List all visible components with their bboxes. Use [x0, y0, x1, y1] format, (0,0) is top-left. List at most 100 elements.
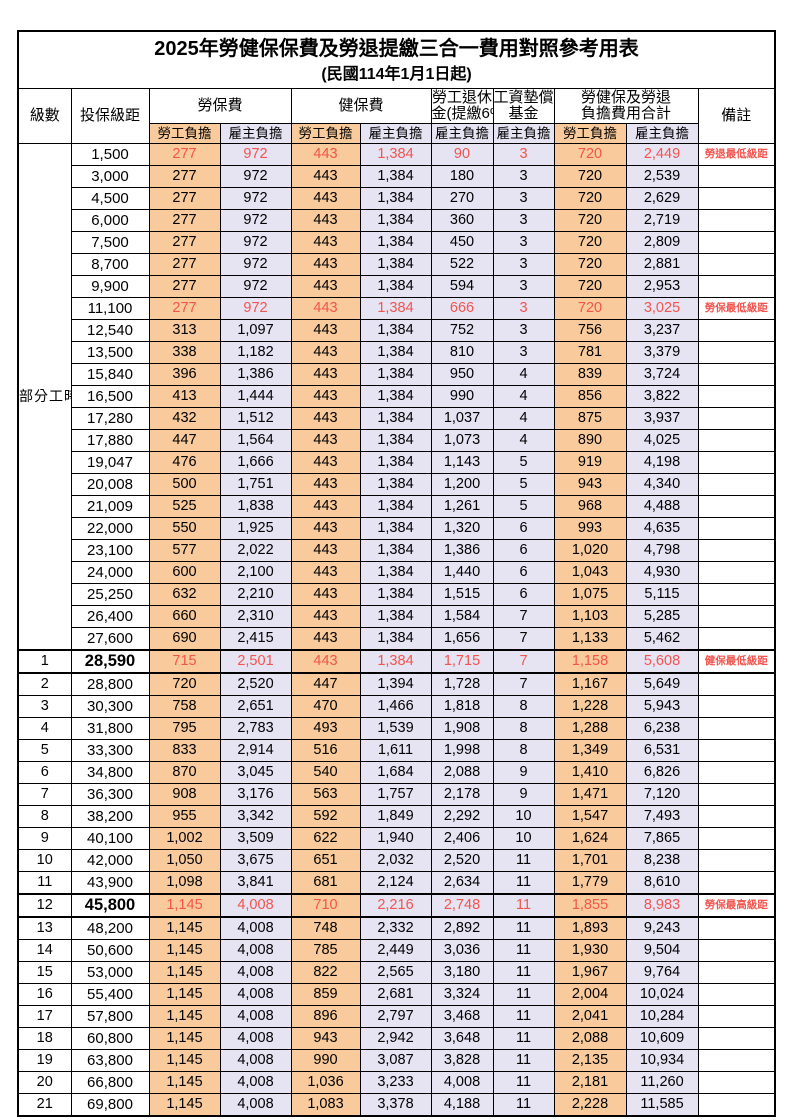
- total-employer-cell: 8,983: [625, 893, 699, 918]
- health-insurance-employer-cell: 1,384: [359, 143, 432, 166]
- table-row: 18 60,800 1,145 4,008 943 2,942 3,648 11…: [17, 1027, 776, 1050]
- table-row: 20 66,800 1,145 4,008 1,036 3,233 4,008 …: [17, 1071, 776, 1094]
- total-employee-cell: 968: [553, 495, 627, 518]
- health-insurance-employer-cell: 1,940: [359, 827, 432, 850]
- pension-employer-cell: 1,320: [430, 517, 494, 540]
- health-insurance-employer-cell: 1,384: [359, 495, 432, 518]
- bracket-cell: 22,000: [70, 517, 150, 540]
- pension-employer-cell: 1,200: [430, 473, 494, 496]
- labor-insurance-employee-cell: 1,145: [148, 893, 221, 918]
- remark-cell: [697, 761, 776, 784]
- labor-insurance-employer-cell: 972: [219, 253, 292, 276]
- health-insurance-employee-cell: 1,083: [290, 1093, 361, 1117]
- remark-cell: [697, 451, 776, 474]
- health-insurance-employer-cell: 1,384: [359, 407, 432, 430]
- wage-fund-employer-cell: 3: [492, 319, 555, 342]
- wage-fund-employer-cell: 7: [492, 627, 555, 651]
- labor-insurance-employer-cell: 2,022: [219, 539, 292, 562]
- bracket-cell: 28,590: [70, 649, 150, 674]
- bracket-cell: 63,800: [70, 1049, 150, 1072]
- remark-cell: [697, 1071, 776, 1094]
- pension-employer-cell: 3,324: [430, 983, 494, 1006]
- labor-insurance-employer-cell: 972: [219, 275, 292, 298]
- total-employer-cell: 4,340: [625, 473, 699, 496]
- bracket-cell: 57,800: [70, 1005, 150, 1028]
- bracket-cell: 36,300: [70, 783, 150, 806]
- remark-cell: [697, 517, 776, 540]
- labor-insurance-employee-cell: 500: [148, 473, 221, 496]
- header-total-line2: 負擔費用合計: [580, 105, 671, 122]
- health-insurance-employer-cell: 1,384: [359, 539, 432, 562]
- health-insurance-employer-cell: 1,384: [359, 209, 432, 232]
- wage-fund-employer-cell: 6: [492, 539, 555, 562]
- labor-insurance-employer-cell: 972: [219, 231, 292, 254]
- remark-cell: [697, 1005, 776, 1028]
- remark-cell: [697, 805, 776, 828]
- table-row: 27,600 690 2,415 443 1,384 1,656 7 1,133…: [18, 627, 776, 651]
- health-insurance-employee-cell: 443: [290, 561, 361, 584]
- labor-insurance-employee-cell: 870: [148, 761, 221, 784]
- labor-insurance-employee-cell: 447: [148, 429, 221, 452]
- labor-insurance-employee-cell: 955: [148, 805, 221, 828]
- labor-insurance-employer-cell: 4,008: [219, 1093, 292, 1117]
- health-insurance-employee-cell: 443: [290, 495, 361, 518]
- pension-employer-cell: 1,386: [430, 539, 494, 562]
- health-insurance-employee-cell: 443: [290, 385, 361, 408]
- header-hi-employer: 雇主負擔: [359, 123, 432, 144]
- header-remark: 備註: [697, 88, 776, 144]
- bracket-cell: 26,400: [70, 605, 150, 628]
- header-row-burden: 勞工負擔 雇主負擔 勞工負擔 雇主負擔 雇主負擔 雇主負擔 勞工負擔 雇主負擔: [18, 123, 775, 144]
- pension-employer-cell: 4,008: [430, 1071, 494, 1094]
- labor-insurance-employer-cell: 972: [219, 143, 292, 166]
- remark-cell: [697, 739, 776, 762]
- table-row: 6 34,800 870 3,045 540 1,684 2,088 9 1,4…: [17, 761, 776, 784]
- labor-insurance-employer-cell: 972: [219, 297, 292, 320]
- remark-cell: [697, 1049, 776, 1072]
- level-cell: 1: [17, 649, 72, 674]
- labor-insurance-employee-cell: 277: [148, 253, 221, 276]
- remark-cell: [697, 231, 776, 254]
- pension-employer-cell: 3,180: [430, 961, 494, 984]
- health-insurance-employer-cell: 1,384: [359, 517, 432, 540]
- bracket-cell: 4,500: [70, 187, 150, 210]
- bracket-cell: 6,000: [70, 209, 150, 232]
- labor-insurance-employee-cell: 277: [148, 165, 221, 188]
- labor-insurance-employer-cell: 2,914: [219, 739, 292, 762]
- remark-cell: [697, 961, 776, 984]
- labor-insurance-employer-cell: 972: [219, 165, 292, 188]
- bracket-cell: 31,800: [70, 717, 150, 740]
- table-row: 22,000 550 1,925 443 1,384 1,320 6 993 4…: [18, 517, 776, 540]
- health-insurance-employer-cell: 2,332: [359, 916, 432, 940]
- total-employer-cell: 8,610: [625, 871, 699, 895]
- total-employer-cell: 10,609: [625, 1027, 699, 1050]
- total-employee-cell: 1,471: [553, 783, 627, 806]
- bracket-cell: 20,008: [70, 473, 150, 496]
- remark-cell: [697, 1027, 776, 1050]
- level-cell: 4: [17, 717, 72, 740]
- bracket-cell: 21,009: [70, 495, 150, 518]
- labor-insurance-employer-cell: 2,100: [219, 561, 292, 584]
- total-employee-cell: 1,547: [553, 805, 627, 828]
- title-row: 2025年勞健保保費及勞退提繳三合一費用對照參考用表 (民國114年1月1日起): [17, 30, 776, 89]
- health-insurance-employer-cell: 1,384: [359, 561, 432, 584]
- total-employee-cell: 1,779: [553, 871, 627, 895]
- wage-fund-employer-cell: 3: [492, 143, 555, 166]
- labor-insurance-employer-cell: 4,008: [219, 916, 292, 940]
- health-insurance-employee-cell: 710: [290, 893, 361, 918]
- header-li-employee: 勞工負擔: [148, 123, 221, 144]
- bracket-cell: 17,880: [70, 429, 150, 452]
- labor-insurance-employee-cell: 277: [148, 297, 221, 320]
- total-employee-cell: 2,181: [553, 1071, 627, 1094]
- pension-employer-cell: 180: [430, 165, 494, 188]
- level-cell: 8: [17, 805, 72, 828]
- level-cell: 9: [17, 827, 72, 850]
- health-insurance-employer-cell: 1,384: [359, 649, 432, 674]
- table-row: 23,100 577 2,022 443 1,384 1,386 6 1,020…: [18, 539, 776, 562]
- remark-cell: [697, 849, 776, 872]
- health-insurance-employee-cell: 516: [290, 739, 361, 762]
- remark-cell: [697, 473, 776, 496]
- labor-insurance-employee-cell: 277: [148, 231, 221, 254]
- table-row: 17,280 432 1,512 443 1,384 1,037 4 875 3…: [18, 407, 776, 430]
- total-employer-cell: 7,120: [625, 783, 699, 806]
- total-employer-cell: 2,539: [625, 165, 699, 188]
